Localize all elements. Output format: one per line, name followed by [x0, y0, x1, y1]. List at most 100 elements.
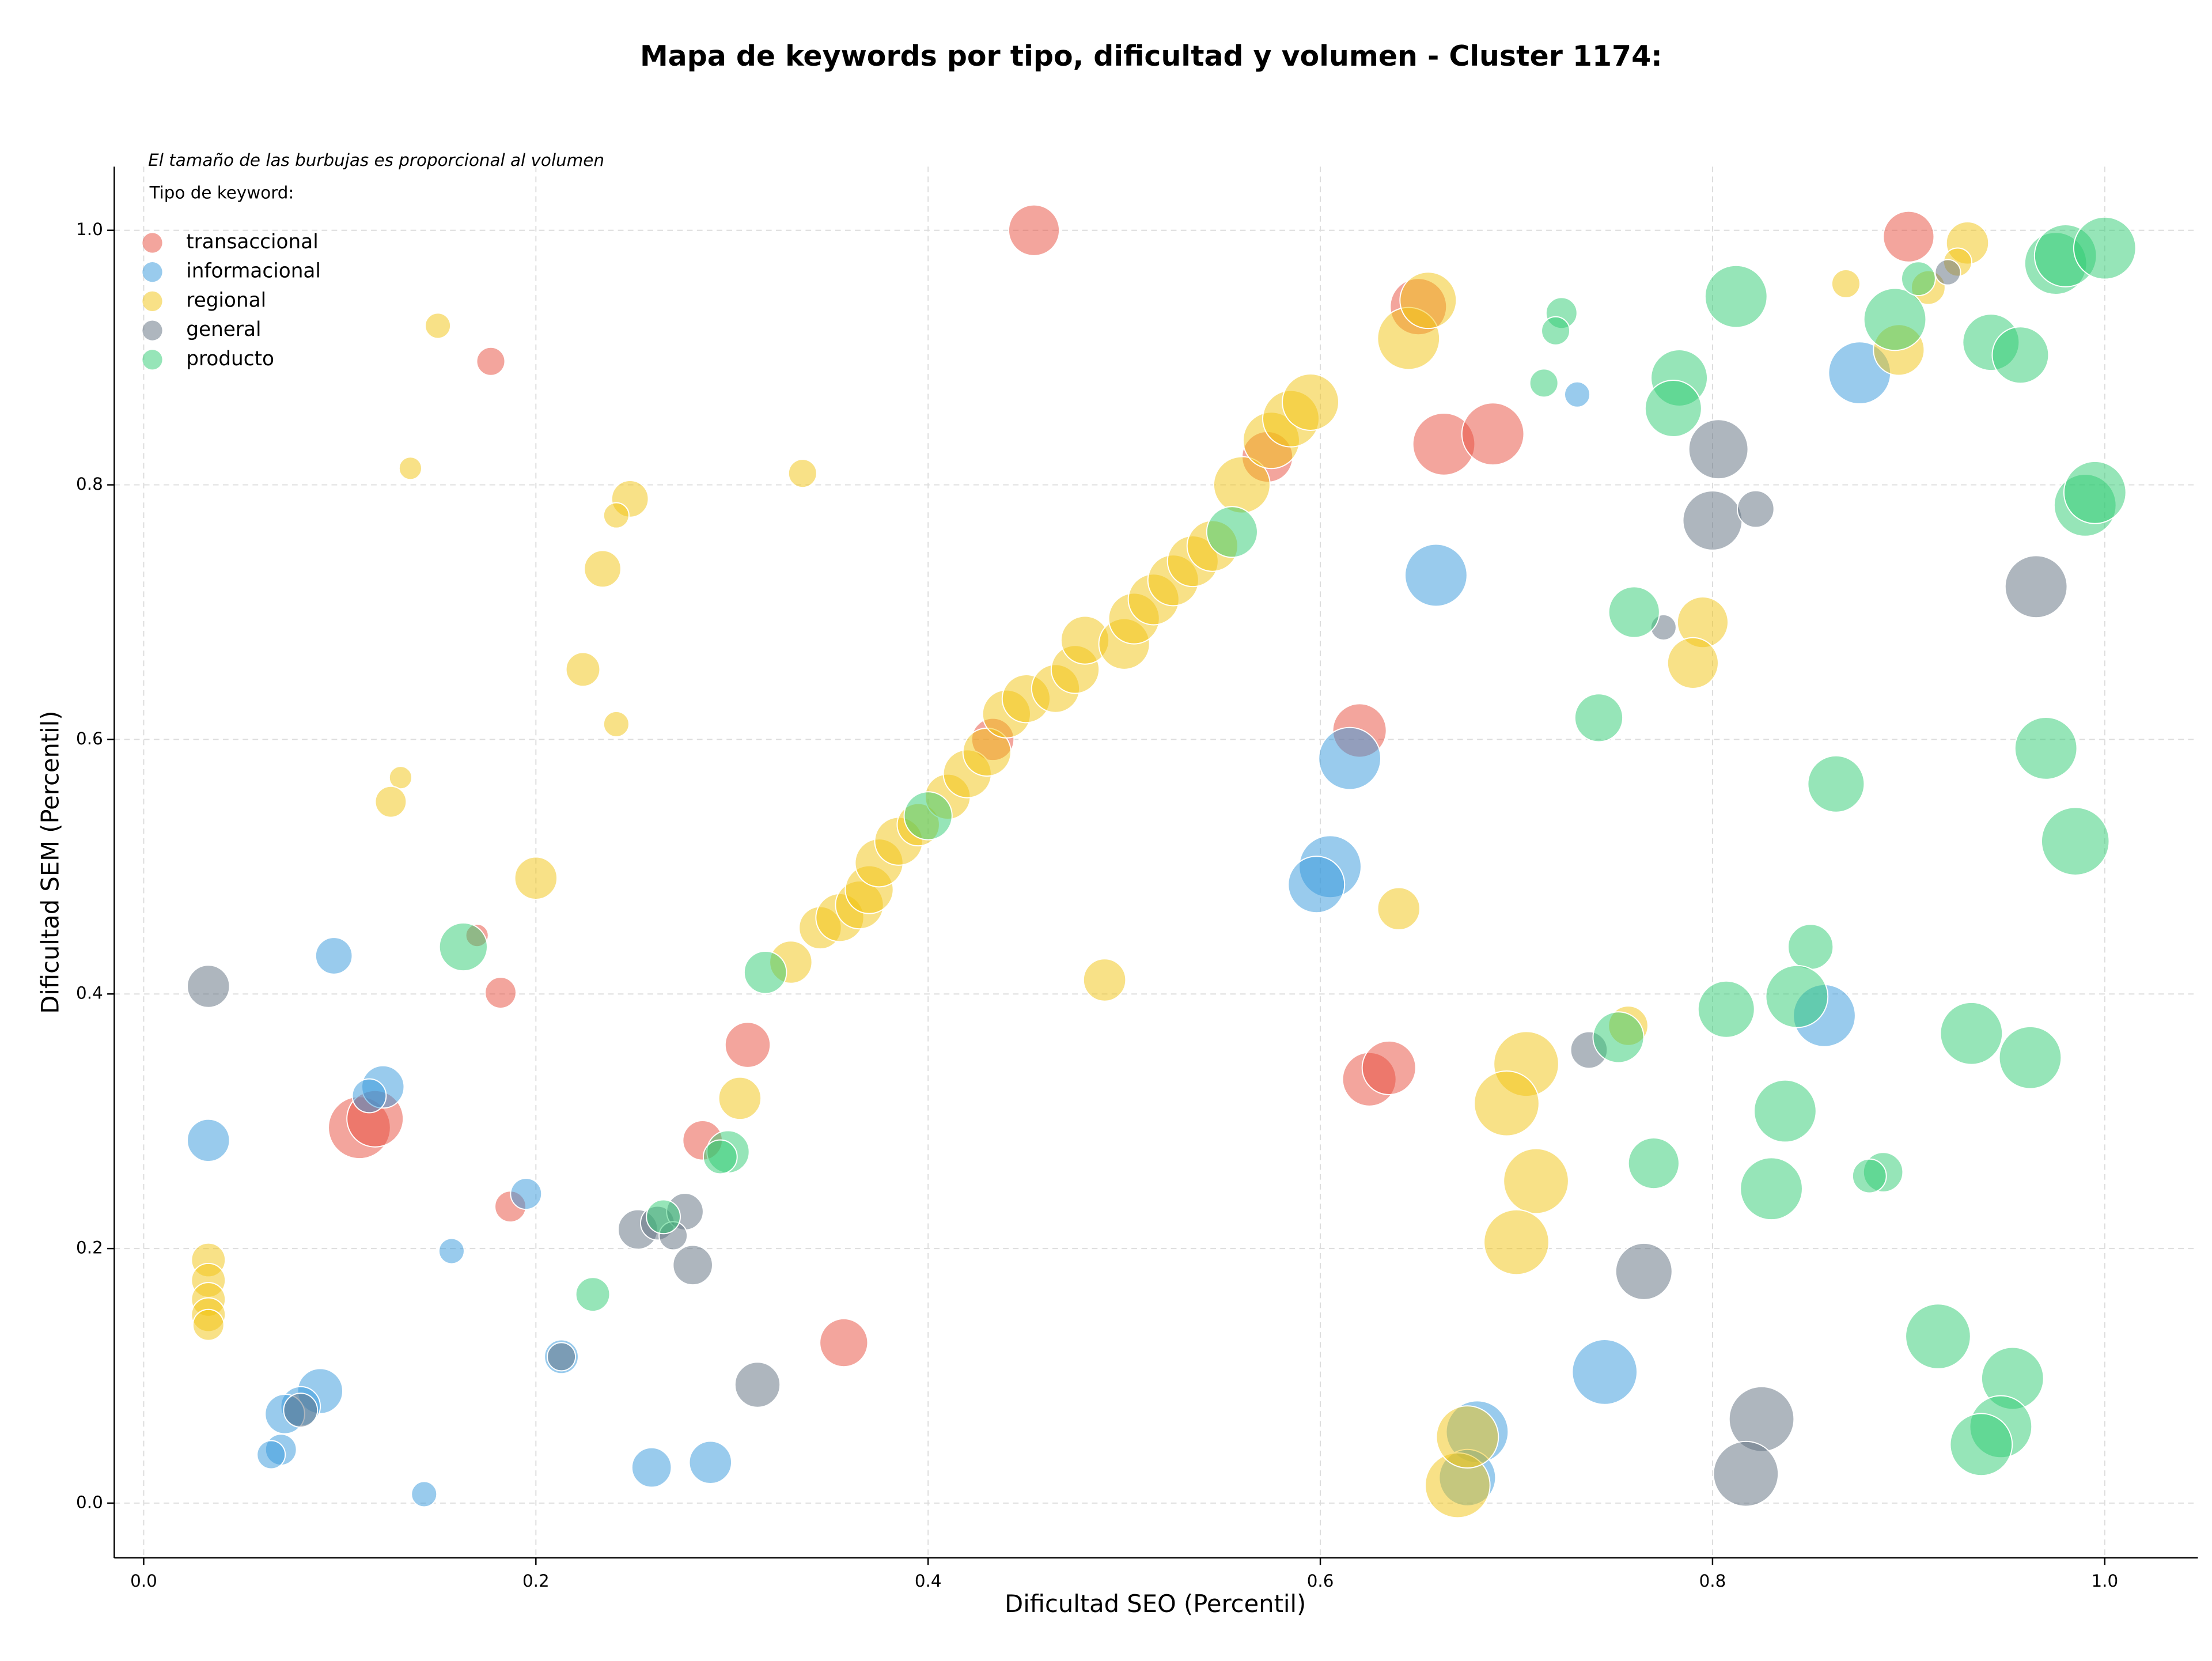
- bubble: [2004, 555, 2068, 619]
- legend-label: informacional: [186, 260, 321, 283]
- legend-title: Tipo de keyword:: [149, 183, 294, 202]
- bubble: [1474, 1070, 1540, 1137]
- bubble: [1461, 402, 1525, 466]
- y-tick-label: 0.0: [76, 1492, 103, 1512]
- bubble: [374, 785, 407, 818]
- bubble: [510, 1178, 543, 1210]
- bubble: [1905, 1303, 1971, 1369]
- bubble: [1851, 1158, 1887, 1194]
- legend-marker: [142, 233, 162, 253]
- bubble: [1287, 856, 1346, 914]
- bubble: [743, 950, 787, 994]
- bubble: [1082, 958, 1127, 1002]
- bubble: [787, 459, 817, 489]
- bubble: [1627, 1137, 1680, 1190]
- bubble: [646, 1199, 681, 1235]
- bubble: [903, 791, 953, 841]
- x-tick-label: 0.0: [130, 1571, 157, 1591]
- bubble: [1934, 259, 1961, 286]
- bubble: [1697, 980, 1755, 1038]
- bubble: [1318, 727, 1381, 790]
- bubble: [1713, 1440, 1779, 1507]
- bubble: [1787, 924, 1834, 970]
- y-tick-label: 0.4: [76, 983, 103, 1003]
- bubble: [1991, 326, 2050, 384]
- bubble: [187, 1118, 230, 1163]
- bubble: [411, 1481, 438, 1508]
- bubble: [1807, 755, 1865, 813]
- bubble: [1753, 1079, 1817, 1143]
- bubble: [398, 456, 422, 480]
- bubble: [575, 1277, 611, 1312]
- bubble: [1571, 1339, 1638, 1405]
- bubble: [1740, 1157, 1803, 1221]
- bubble: [565, 652, 601, 687]
- legend-label: regional: [186, 289, 266, 312]
- x-tick-label: 1.0: [2091, 1571, 2118, 1591]
- bubble: [547, 1342, 577, 1372]
- bubble: [1503, 1148, 1569, 1214]
- bubble: [1404, 543, 1468, 607]
- bubble: [1592, 1011, 1645, 1064]
- bubble: [484, 977, 517, 1009]
- bubble: [1615, 1242, 1673, 1300]
- bubble: [438, 1238, 465, 1265]
- series-group: [328, 204, 1935, 1368]
- bubble: [1483, 1209, 1550, 1276]
- bubble: [718, 1076, 762, 1121]
- bubble: [1574, 693, 1624, 743]
- legend-label: producto: [186, 347, 274, 370]
- bubble: [1608, 586, 1660, 638]
- bubble: [734, 1361, 781, 1408]
- bubble: [2063, 460, 2127, 524]
- bubble: [1399, 271, 1457, 330]
- bubble: [1940, 1001, 2003, 1065]
- bubble: [1541, 316, 1571, 346]
- bubble: [672, 1244, 713, 1286]
- bubble: [388, 766, 412, 790]
- bubble: [1863, 287, 1927, 351]
- bubble: [1007, 204, 1060, 256]
- bubble: [1831, 269, 1861, 298]
- bubble: [438, 922, 488, 972]
- bubble: [1644, 380, 1702, 437]
- x-tick-label: 0.6: [1307, 1571, 1334, 1591]
- y-tick-label: 1.0: [76, 220, 103, 239]
- bubble: [1704, 264, 1768, 328]
- bubble: [603, 502, 630, 529]
- legend-label: transaccional: [186, 230, 319, 253]
- bubble: [1765, 964, 1829, 1028]
- bubble: [1361, 1040, 1416, 1095]
- bubble: [631, 1447, 672, 1488]
- legend-marker: [142, 262, 162, 282]
- legend-marker: [142, 320, 162, 340]
- bubble: [1282, 373, 1339, 431]
- bubble: [1901, 261, 1936, 297]
- legend-marker: [142, 350, 162, 370]
- annotation: El tamaño de las burbujas es proporciona…: [148, 150, 604, 170]
- bubble: [584, 550, 622, 588]
- y-tick-label: 0.6: [76, 729, 103, 748]
- bubble: [1949, 1413, 2013, 1477]
- bubble: [256, 1440, 286, 1470]
- bubble: [724, 1021, 771, 1068]
- series-group: [438, 216, 2137, 1477]
- bubble: [2014, 717, 2078, 780]
- y-tick-label: 0.8: [76, 474, 103, 494]
- bubble: [702, 1139, 738, 1175]
- bubble: [425, 312, 452, 339]
- bubble: [1883, 210, 1935, 263]
- x-tick-label: 0.4: [915, 1571, 942, 1591]
- bubble: [192, 1308, 225, 1341]
- bubble: [603, 710, 630, 737]
- bubble: [688, 1440, 733, 1484]
- bubble: [187, 964, 230, 1008]
- legend-label: general: [186, 318, 261, 341]
- bubble: [476, 346, 506, 376]
- bubble: [1206, 506, 1258, 558]
- x-axis-label: Dificultad SEO (Percentil): [1005, 1590, 1306, 1618]
- y-axis-label: Dificultad SEM (Percentil): [36, 710, 65, 1013]
- bubble: [1682, 490, 1743, 551]
- bubble: [351, 1078, 387, 1114]
